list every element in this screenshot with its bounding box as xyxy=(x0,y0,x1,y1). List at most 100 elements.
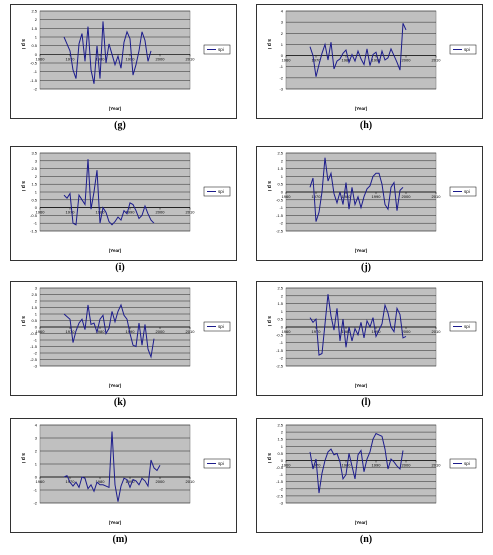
x-axis-label: (Year) xyxy=(355,248,368,253)
y-axis-label: s p i xyxy=(20,316,26,327)
legend-label: spi xyxy=(464,47,470,52)
chart-panel: -3 -2 -1 0 1 2 3 4 1960 1970 1980 1990 2000 2010 s p i… xyxy=(256,4,483,119)
y-tick-label: 2.5 xyxy=(31,292,37,297)
x-tick-label: 1980 xyxy=(342,462,352,467)
y-tick-label: 1 xyxy=(35,312,38,317)
panel-label-l: (l) xyxy=(361,397,371,408)
legend-label: spi xyxy=(218,461,224,466)
x-tick-label: 1960 xyxy=(282,329,292,334)
y-tick-label: 2.5 xyxy=(277,286,283,291)
plot-area xyxy=(285,424,437,504)
y-tick-label: 0.5 xyxy=(277,451,283,456)
x-tick-label: 1990 xyxy=(126,329,136,334)
y-tick-label: 2 xyxy=(281,158,284,163)
y-tick-label: -0.5 xyxy=(276,465,284,470)
y-tick-label: 1.5 xyxy=(277,301,283,306)
y-tick-label: -2.5 xyxy=(276,364,284,369)
y-axis-label: s p i xyxy=(266,39,272,50)
y-axis-label: s p i xyxy=(266,453,272,464)
x-axis-label: (Year) xyxy=(109,106,122,111)
y-tick-label: 2 xyxy=(281,31,284,36)
plot-area xyxy=(39,10,191,90)
y-tick-label: 1 xyxy=(35,462,38,467)
y-tick-label: 0.5 xyxy=(31,43,37,48)
x-tick-label: 1970 xyxy=(312,194,322,199)
panel-label-i: (i) xyxy=(115,262,125,273)
chart-panel: -2.5 -2 -1.5 -1 -0.5 0 0.5 1 1.5 2 2.5 1960 1970 1980… xyxy=(256,281,483,396)
legend-label: spi xyxy=(218,324,224,329)
y-tick-label: 2 xyxy=(281,430,284,435)
y-tick-label: -1.5 xyxy=(30,229,38,234)
y-tick-label: 1 xyxy=(35,190,38,195)
panel-label-j: (j) xyxy=(361,262,371,273)
y-tick-label: -0.5 xyxy=(276,332,284,337)
y-tick-label: -2.5 xyxy=(276,493,284,498)
y-tick-label: -2 xyxy=(33,501,37,506)
x-tick-label: 2010 xyxy=(432,462,442,467)
y-tick-label: 0 xyxy=(281,53,284,58)
x-tick-label: 2000 xyxy=(402,462,412,467)
x-tick-label: 2010 xyxy=(186,210,196,215)
legend-box xyxy=(449,186,477,197)
y-tick-label: 0 xyxy=(35,325,38,330)
x-tick-label: 1970 xyxy=(66,329,76,334)
x-tick-label: 2010 xyxy=(432,58,442,63)
x-tick-label: 2010 xyxy=(186,329,196,334)
y-tick-label: 3 xyxy=(35,286,38,291)
legend-box xyxy=(203,458,231,469)
x-axis-label: (Year) xyxy=(109,520,122,525)
y-tick-label: -0.5 xyxy=(30,331,38,336)
y-tick-label: 0.5 xyxy=(277,317,283,322)
y-axis-label: s p i xyxy=(266,181,272,192)
x-tick-label: 2000 xyxy=(402,194,412,199)
y-tick-label: 2 xyxy=(35,449,38,454)
x-tick-label: 2000 xyxy=(156,210,166,215)
y-tick-label: 1.5 xyxy=(277,166,283,171)
y-tick-label: -2 xyxy=(279,221,283,226)
y-tick-label: -1 xyxy=(33,338,37,343)
panel-label-k: (k) xyxy=(113,397,127,408)
x-axis-label: (Year) xyxy=(109,383,122,388)
y-tick-label: 1.5 xyxy=(31,182,37,187)
series-line-spi xyxy=(309,23,407,77)
series-line-spi xyxy=(63,159,155,226)
panel-label-h: (h) xyxy=(359,120,373,131)
series-line-spi xyxy=(309,432,404,494)
x-tick-label: 1970 xyxy=(312,329,322,334)
y-tick-label: 0.5 xyxy=(31,318,37,323)
y-tick-label: -1 xyxy=(33,221,37,226)
x-tick-label: 2000 xyxy=(402,329,412,334)
y-tick-label: 4 xyxy=(35,423,38,428)
chart-panel: -2 -1.5 -1 -0.5 0 0.5 1 1.5 2 2.5 1960 1970 1980 1990… xyxy=(10,4,237,119)
y-tick-label: -1 xyxy=(279,205,283,210)
y-tick-label: 3 xyxy=(281,20,284,25)
x-tick-label: 2010 xyxy=(186,56,196,61)
y-tick-label: -1.5 xyxy=(276,479,284,484)
x-axis-label: (Year) xyxy=(355,383,368,388)
y-axis-label: s p i xyxy=(20,453,26,464)
x-tick-label: 1960 xyxy=(36,210,46,215)
y-tick-label: -1 xyxy=(279,472,283,477)
y-tick-label: 1.5 xyxy=(31,305,37,310)
x-axis-label: (Year) xyxy=(355,520,368,525)
chart-panel: -2.5 -2 -1.5 -1 -0.5 0 0.5 1 1.5 2 2.5 1960 1970 1980… xyxy=(256,146,483,261)
y-tick-label: 0.5 xyxy=(277,182,283,187)
legend-box xyxy=(203,44,231,55)
chart-panel: -2 -1 0 1 2 3 4 1960 1970 1980 1990 2000 2010 s p i (Y… xyxy=(10,418,237,533)
x-tick-label: 1960 xyxy=(282,462,292,467)
y-axis-label: s p i xyxy=(20,39,26,50)
x-tick-label: 1970 xyxy=(66,479,76,484)
series-line-spi xyxy=(309,157,404,222)
series-line-spi xyxy=(309,294,407,356)
x-tick-label: 1960 xyxy=(282,194,292,199)
y-tick-label: 1 xyxy=(281,309,284,314)
y-tick-label: 0 xyxy=(35,205,38,210)
y-tick-label: -0.5 xyxy=(276,197,284,202)
y-tick-label: 3.5 xyxy=(31,151,37,156)
y-tick-label: 2.5 xyxy=(277,151,283,156)
x-tick-label: 2000 xyxy=(156,56,166,61)
x-tick-label: 1980 xyxy=(96,329,106,334)
y-tick-label: -2 xyxy=(33,351,37,356)
x-tick-label: 1970 xyxy=(66,56,76,61)
